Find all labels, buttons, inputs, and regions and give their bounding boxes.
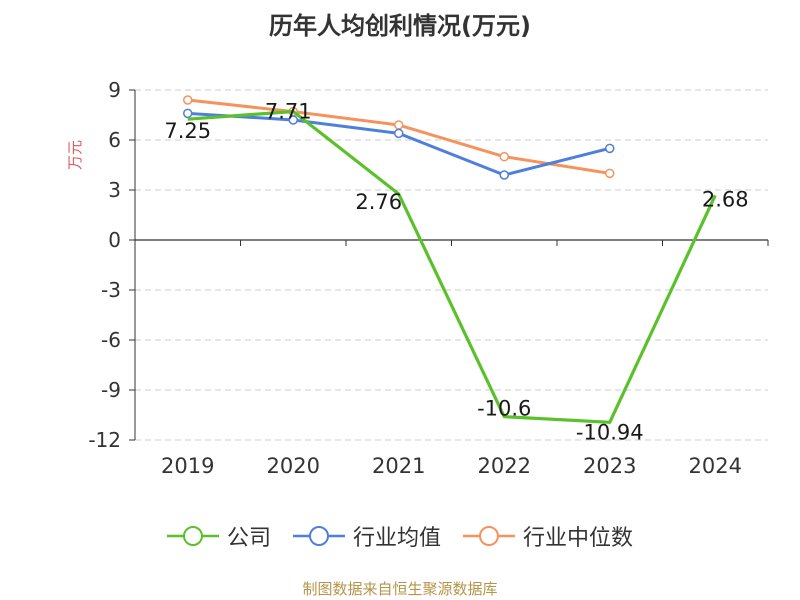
x-tick-label: 2024	[689, 454, 742, 478]
legend-line-circle-icon	[292, 526, 345, 546]
legend-label: 公司	[226, 526, 271, 551]
axes: 9 6 3 0 -3 -6 -9 -12 万元 2019 2020 2021 2022 2023 2024	[66, 78, 769, 478]
legend-line-circle-icon	[166, 526, 219, 546]
data-point	[605, 143, 615, 154]
series-line-1	[187, 109, 717, 424]
legend-item-1[interactable]: 公司	[166, 520, 271, 552]
chart-title: 历年人均创利情况(万元)	[269, 12, 531, 40]
y-tick-label: -6	[101, 328, 121, 352]
data-point	[183, 95, 193, 105]
x-tick-label: 2022	[478, 454, 531, 478]
data-labels: 7.25 7.71 2.76 -10.6 -10.94 2.68	[164, 100, 748, 445]
data-label: 7.25	[164, 119, 211, 143]
data-point	[499, 151, 509, 162]
y-tick-label: -9	[101, 378, 121, 402]
legend-label: 行业中位数	[523, 526, 634, 551]
y-axis-title: 万元	[66, 140, 84, 170]
data-label: 2.76	[355, 190, 402, 214]
data-point	[394, 128, 404, 139]
data-point	[183, 108, 193, 119]
data-label: -10.94	[576, 420, 644, 444]
y-tick-label: -3	[101, 278, 121, 302]
series-lines	[183, 95, 717, 424]
x-tick-label: 2021	[372, 454, 425, 478]
y-tick-label: 3	[108, 178, 121, 202]
y-tick-label: 9	[108, 78, 121, 102]
legend-item-3[interactable]: 行业中位数	[463, 520, 633, 552]
y-tick-label: -12	[88, 428, 121, 452]
y-tick-label: 6	[108, 128, 121, 152]
source-note: 制图数据来自恒生聚源数据库	[302, 580, 498, 598]
y-tick-label: 0	[108, 228, 121, 252]
legend-label: 行业均值	[352, 526, 441, 551]
legend-line-circle-icon	[463, 526, 515, 546]
grid-lines	[135, 89, 768, 441]
data-label: 2.68	[702, 187, 749, 211]
data-label: 7.71	[265, 100, 312, 124]
data-point	[499, 170, 509, 180]
data-point	[288, 115, 298, 125]
data-label: -10.6	[477, 397, 531, 421]
data-point	[605, 168, 615, 179]
x-tick-label: 2023	[583, 454, 636, 478]
data-point	[394, 120, 404, 130]
legend: 公司 行业均值 行业中位数	[0, 520, 800, 552]
x-tick-label: 2019	[161, 454, 214, 478]
legend-item-2[interactable]: 行业均值	[292, 520, 441, 552]
x-tick-label: 2020	[267, 454, 320, 478]
